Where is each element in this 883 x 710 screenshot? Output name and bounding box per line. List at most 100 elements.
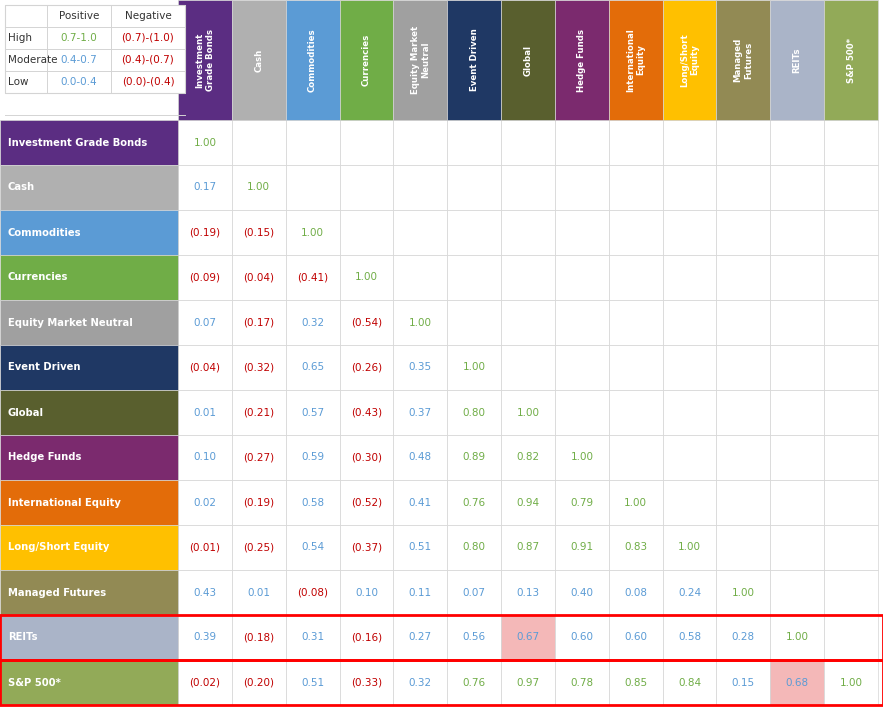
Bar — [447, 0, 501, 120]
Bar — [340, 615, 394, 660]
Text: Managed Futures: Managed Futures — [8, 587, 106, 598]
Text: Cash: Cash — [254, 48, 263, 72]
Text: (0.30): (0.30) — [351, 452, 382, 462]
Text: Equity Market
Neutral: Equity Market Neutral — [411, 26, 430, 94]
Text: Currencies: Currencies — [8, 273, 68, 283]
Bar — [501, 660, 555, 705]
Bar — [394, 165, 447, 210]
Bar — [447, 255, 501, 300]
Bar — [0, 390, 178, 435]
Text: (0.19): (0.19) — [189, 227, 221, 238]
Text: (0.17): (0.17) — [243, 317, 275, 327]
Bar — [447, 480, 501, 525]
Bar — [770, 300, 824, 345]
Bar — [394, 300, 447, 345]
Text: 0.07: 0.07 — [193, 317, 216, 327]
Text: 0.37: 0.37 — [409, 408, 432, 417]
Text: 0.35: 0.35 — [409, 363, 432, 373]
Text: (0.04): (0.04) — [190, 363, 221, 373]
Text: 0.97: 0.97 — [517, 677, 540, 687]
Text: Low: Low — [8, 77, 28, 87]
Bar — [178, 570, 232, 615]
Bar — [716, 300, 770, 345]
Text: 0.10: 0.10 — [355, 587, 378, 598]
Bar — [178, 525, 232, 570]
Bar — [501, 255, 555, 300]
Bar — [608, 480, 662, 525]
Text: (0.15): (0.15) — [243, 227, 275, 238]
Bar — [340, 0, 394, 120]
Text: 0.07: 0.07 — [463, 587, 486, 598]
Bar — [340, 480, 394, 525]
Bar — [716, 390, 770, 435]
Bar — [501, 165, 555, 210]
Bar — [178, 300, 232, 345]
Bar — [824, 0, 878, 120]
Bar — [770, 210, 824, 255]
Text: 0.51: 0.51 — [301, 677, 324, 687]
Bar — [501, 120, 555, 165]
Text: 0.40: 0.40 — [570, 587, 593, 598]
Bar — [286, 255, 340, 300]
Bar — [716, 345, 770, 390]
Bar — [232, 165, 286, 210]
Bar — [447, 165, 501, 210]
Text: REITs: REITs — [8, 633, 37, 643]
Text: 0.56: 0.56 — [463, 633, 486, 643]
Text: 0.11: 0.11 — [409, 587, 432, 598]
Bar — [770, 390, 824, 435]
Bar — [394, 660, 447, 705]
Bar — [824, 120, 878, 165]
Bar — [394, 480, 447, 525]
Text: 0.60: 0.60 — [624, 633, 647, 643]
Text: 1.00: 1.00 — [732, 587, 755, 598]
Text: 0.17: 0.17 — [193, 182, 216, 192]
Text: 0.78: 0.78 — [570, 677, 593, 687]
Bar — [340, 165, 394, 210]
Bar — [770, 345, 824, 390]
Bar — [662, 435, 716, 480]
Text: (0.08): (0.08) — [297, 587, 328, 598]
Bar — [286, 480, 340, 525]
Bar — [716, 255, 770, 300]
Text: 0.83: 0.83 — [624, 542, 647, 552]
Text: (0.33): (0.33) — [351, 677, 382, 687]
Bar — [447, 120, 501, 165]
Bar — [662, 345, 716, 390]
Bar — [0, 210, 178, 255]
Bar — [340, 345, 394, 390]
Bar — [716, 0, 770, 120]
Bar — [178, 390, 232, 435]
Text: 1.00: 1.00 — [409, 317, 432, 327]
Bar — [608, 345, 662, 390]
Bar — [0, 300, 178, 345]
Bar — [394, 120, 447, 165]
Bar — [501, 615, 555, 660]
Bar — [447, 570, 501, 615]
Bar — [824, 165, 878, 210]
Text: 0.4-0.7: 0.4-0.7 — [61, 55, 97, 65]
Bar — [662, 390, 716, 435]
Bar — [340, 300, 394, 345]
Bar — [394, 615, 447, 660]
Text: 0.0-0.4: 0.0-0.4 — [61, 77, 97, 87]
Bar — [555, 435, 608, 480]
Bar — [340, 390, 394, 435]
Bar — [178, 615, 232, 660]
Text: 0.94: 0.94 — [517, 498, 540, 508]
Bar — [447, 435, 501, 480]
Bar — [178, 210, 232, 255]
Bar — [555, 480, 608, 525]
Bar — [555, 660, 608, 705]
Bar — [286, 120, 340, 165]
Bar — [770, 165, 824, 210]
Text: 1.00: 1.00 — [193, 138, 216, 148]
Text: 0.39: 0.39 — [193, 633, 216, 643]
Bar — [824, 660, 878, 705]
Bar — [340, 120, 394, 165]
Text: Global: Global — [524, 45, 532, 75]
Text: 0.32: 0.32 — [301, 317, 324, 327]
Bar — [608, 210, 662, 255]
Text: 1.00: 1.00 — [355, 273, 378, 283]
Text: (0.43): (0.43) — [351, 408, 382, 417]
